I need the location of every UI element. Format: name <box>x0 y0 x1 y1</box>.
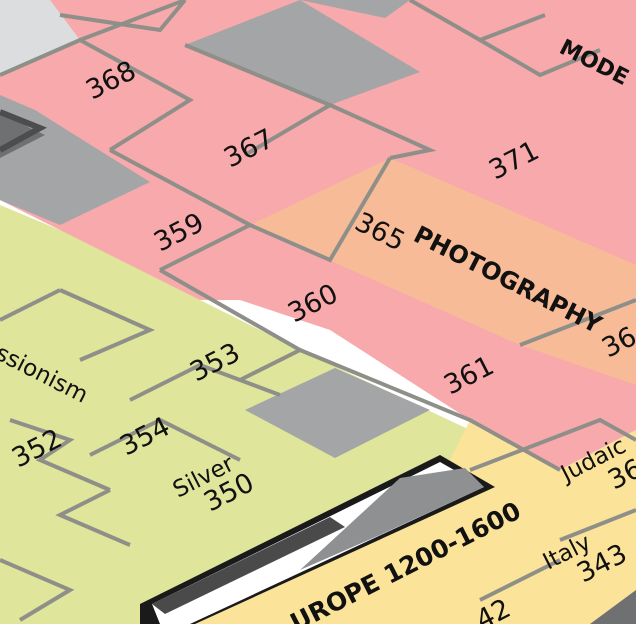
gray-block-bottom-right <box>590 590 636 624</box>
gray-block-top-right <box>300 0 410 18</box>
zone-photography <box>250 158 636 385</box>
stair-dark-strip <box>152 517 345 614</box>
gray-block-middle <box>245 368 430 458</box>
staircase-hall <box>140 455 495 624</box>
light-gray-block <box>0 0 80 75</box>
room-labels: 368 367 371 359 365 360 361 353 354 352 … <box>7 55 636 624</box>
stair-steps <box>300 468 484 570</box>
dark-wall-left <box>0 109 48 153</box>
gray-block-top <box>185 0 420 105</box>
